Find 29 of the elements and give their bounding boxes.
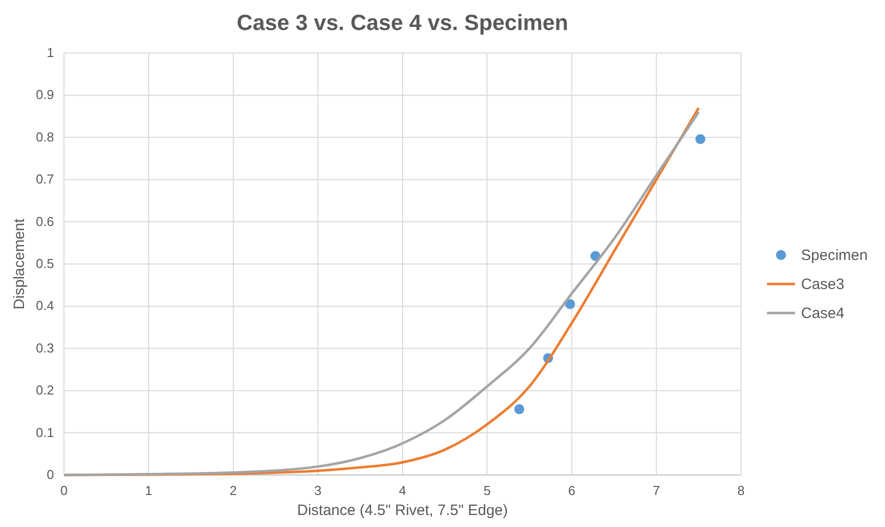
y-tick-label: 0.1 xyxy=(36,424,54,440)
x-axis-title: Distance (4.5" Rivet, 7.5" Edge) xyxy=(297,502,508,519)
y-tick-label: 1 xyxy=(46,45,54,60)
y-tick-label: 0.9 xyxy=(36,87,54,102)
point xyxy=(695,134,706,144)
y-tick-label: 0.3 xyxy=(36,340,54,356)
x-tick-label: 1 xyxy=(145,483,152,498)
x-tick-label: 3 xyxy=(314,483,322,498)
y-tick-label: 0 xyxy=(46,467,54,482)
y-tick-label: 0.6 xyxy=(36,214,54,229)
x-tick-label: 7 xyxy=(652,483,660,498)
y-tick-label: 0.2 xyxy=(36,382,54,398)
legend-label: Case4 xyxy=(801,305,844,322)
x-tick-label: 5 xyxy=(484,483,491,498)
point xyxy=(565,299,576,310)
x-tick-label: 2 xyxy=(230,483,237,498)
x-tick-label: 0 xyxy=(60,483,68,498)
x-tick-label: 4 xyxy=(398,483,406,498)
y-tick-label: 0.7 xyxy=(36,172,54,187)
x-tick-label: 8 xyxy=(737,483,745,498)
point xyxy=(514,404,524,414)
chart-title: Case 3 vs. Case 4 vs. Specimen xyxy=(236,10,568,35)
y-tick-label: 0.8 xyxy=(36,129,54,144)
legend-label: Case3 xyxy=(801,276,844,293)
legend-label: Specimen xyxy=(801,247,868,264)
y-tick-label: 0.5 xyxy=(36,256,54,271)
x-tick-label: 6 xyxy=(568,483,576,498)
y-axis-title: Displacement xyxy=(11,218,28,310)
y-tick-label: 0.4 xyxy=(36,298,54,314)
